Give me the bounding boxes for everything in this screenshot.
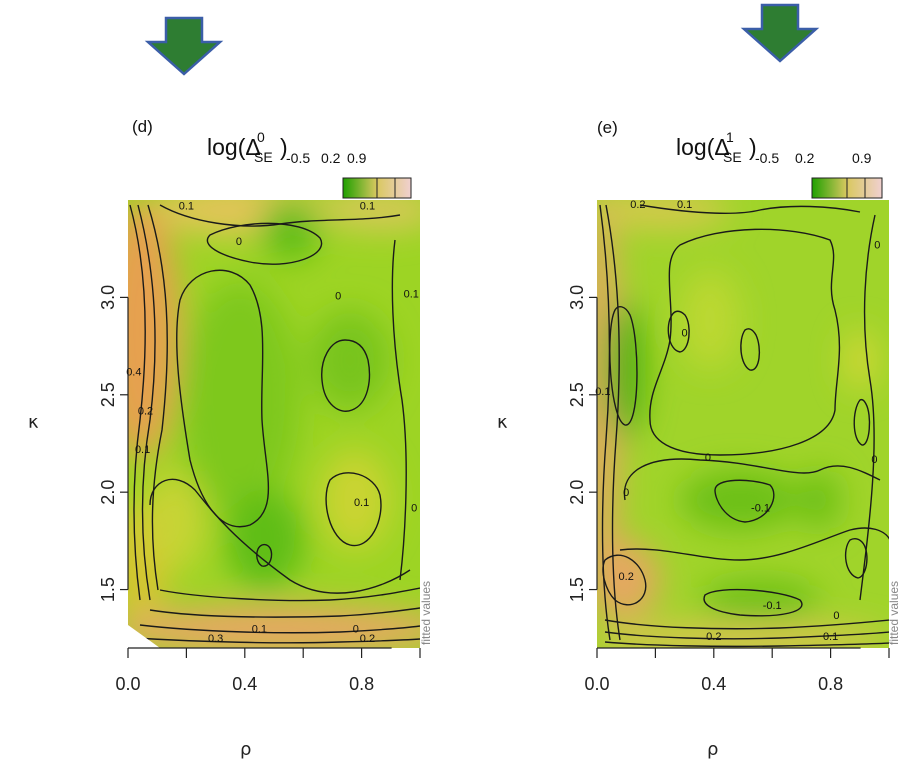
contour-label-e-13: 0.1: [823, 631, 838, 643]
legend-tick-e-2: 0.9: [852, 150, 872, 166]
x-tick-label-e-1: 0.4: [701, 674, 726, 694]
x-tick-label-d-0: 0.0: [115, 674, 140, 694]
contour-label-d-12: 0.3: [208, 633, 223, 645]
down-arrow-icon-right: [740, 3, 820, 63]
contour-label-e-7: 0: [623, 487, 629, 499]
contour-label-e-1: 0.1: [677, 199, 692, 211]
panel-d: (d) log(Δ 0 SE ) -0.5 0.2 0.9: [28, 117, 433, 760]
x-tick-label-d-1: 0.4: [232, 674, 257, 694]
contour-label-e-2: 0: [874, 240, 880, 252]
title-subscript-e: SE: [723, 149, 742, 165]
y-tick-label-d-2: 2.5: [98, 382, 118, 407]
panel-tag-e: (e): [597, 118, 618, 137]
y-tick-label-e-2: 2.5: [567, 382, 587, 407]
title-main-d: log(Δ: [207, 134, 261, 160]
x-tick-label-d-2: 0.8: [349, 674, 374, 694]
legend-ticks-e: -0.5 0.2 0.9: [755, 150, 872, 166]
contour-label-e-6: 0: [705, 452, 711, 464]
legend-ticks-d: -0.5 0.2 0.9: [286, 150, 367, 166]
down-arrow-icon-left: [144, 16, 224, 76]
contour-label-e-11: 0: [833, 610, 839, 622]
x-axis-e: 0.0 0.4 0.8: [584, 647, 890, 694]
y-tick-label-e-1: 2.0: [567, 480, 587, 505]
contour-label-e-9: 0.2: [619, 571, 634, 583]
legend-tick-e-1: 0.2: [795, 150, 815, 166]
panel-title-e: log(Δ 1 SE ): [676, 129, 757, 165]
y-tick-label-d-1: 2.0: [98, 480, 118, 505]
title-superscript-d: 0: [257, 129, 265, 145]
colorbar-d: [342, 177, 412, 199]
y-tick-label-e-3: 3.0: [567, 285, 587, 310]
contours-e: [599, 204, 889, 648]
missing-region-d: [128, 625, 160, 648]
title-close-d: ): [280, 134, 288, 160]
title-superscript-e: 1: [726, 129, 734, 145]
panel-tag-d: (d): [132, 117, 153, 136]
y-tick-label-d-0: 1.5: [98, 577, 118, 602]
contour-label-e-0: 0.2: [630, 199, 645, 211]
contour-label-e-10: -0.1: [763, 600, 782, 612]
contour-label-e-3: 0: [682, 327, 688, 339]
contour-label-e-4: 0.1: [595, 386, 610, 398]
x-axis-title-d: ρ: [240, 739, 251, 760]
side-label-d: fitted values: [419, 581, 433, 645]
x-tick-label-e-2: 0.8: [818, 674, 843, 694]
x-tick-label-e-0: 0.0: [584, 674, 609, 694]
contour-label-d-7: 0.1: [135, 444, 150, 456]
x-axis-title-e: ρ: [707, 739, 718, 760]
contours-d: [129, 204, 420, 644]
contour-labels-e: 0.2 0.1 0 0 0.1 0 0 0 -0.1 0.2 -0.1 0 0.2 0.1: [595, 199, 880, 643]
contour-label-e-8: -0.1: [751, 503, 770, 515]
title-close-e: ): [749, 134, 757, 160]
contour-label-d-10: 0.1: [252, 623, 267, 635]
svg-text:log(Δ: log(Δ: [207, 134, 261, 160]
contour-label-d-3: 0: [335, 290, 341, 302]
y-tick-label-d-3: 3.0: [98, 285, 118, 310]
legend-tick-d-1: 0.2: [321, 150, 341, 166]
y-axis-title-e: κ: [497, 412, 508, 433]
panel-title-d: log(Δ 0 SE ): [207, 129, 288, 165]
contour-label-d-5: 0.4: [126, 366, 141, 378]
title-main-e: log(Δ: [676, 134, 730, 160]
panel-e: (e) log(Δ 1 SE ) -0.5 0.2 0.9: [497, 118, 898, 760]
legend-tick-d-0: -0.5: [286, 150, 310, 166]
contour-label-d-11: 0: [353, 623, 359, 635]
title-subscript-d: SE: [254, 149, 273, 165]
contour-labels-d: 0.1 0.1 0 0 0.1 0.4 0.2 0.1 0.1 0 0.1 0 0.3 0.2: [126, 201, 419, 645]
legend-tick-d-2: 0.9: [347, 150, 367, 166]
contour-label-d-13: 0.2: [360, 633, 375, 645]
x-axis-d: 0.0 0.4 0.8: [115, 647, 421, 694]
y-tick-label-e-0: 1.5: [567, 577, 587, 602]
y-axis-e: 1.5 2.0 2.5 3.0: [567, 285, 598, 602]
contour-label-d-6: 0.2: [138, 405, 153, 417]
contour-label-d-4: 0.1: [404, 288, 419, 300]
contour-label-d-0: 0.1: [179, 201, 194, 213]
contour-label-d-8: 0.1: [354, 497, 369, 509]
heatmap-field-e: [597, 200, 889, 648]
svg-text:log(Δ: log(Δ: [676, 134, 730, 160]
side-label-e: fitted values: [887, 581, 898, 645]
contour-label-e-12: 0.2: [706, 631, 721, 643]
y-axis-d: 1.5 2.0 2.5 3.0: [98, 285, 129, 602]
contour-label-d-2: 0: [236, 236, 242, 248]
legend-tick-e-0: -0.5: [755, 150, 779, 166]
contour-label-e-5: 0: [871, 454, 877, 466]
colorbar-e: [811, 177, 883, 199]
y-axis-title-d: κ: [28, 412, 39, 433]
contour-label-d-1: 0.1: [360, 201, 375, 213]
heatmap-field-d: [128, 200, 420, 648]
contour-label-d-9: 0: [411, 503, 417, 515]
